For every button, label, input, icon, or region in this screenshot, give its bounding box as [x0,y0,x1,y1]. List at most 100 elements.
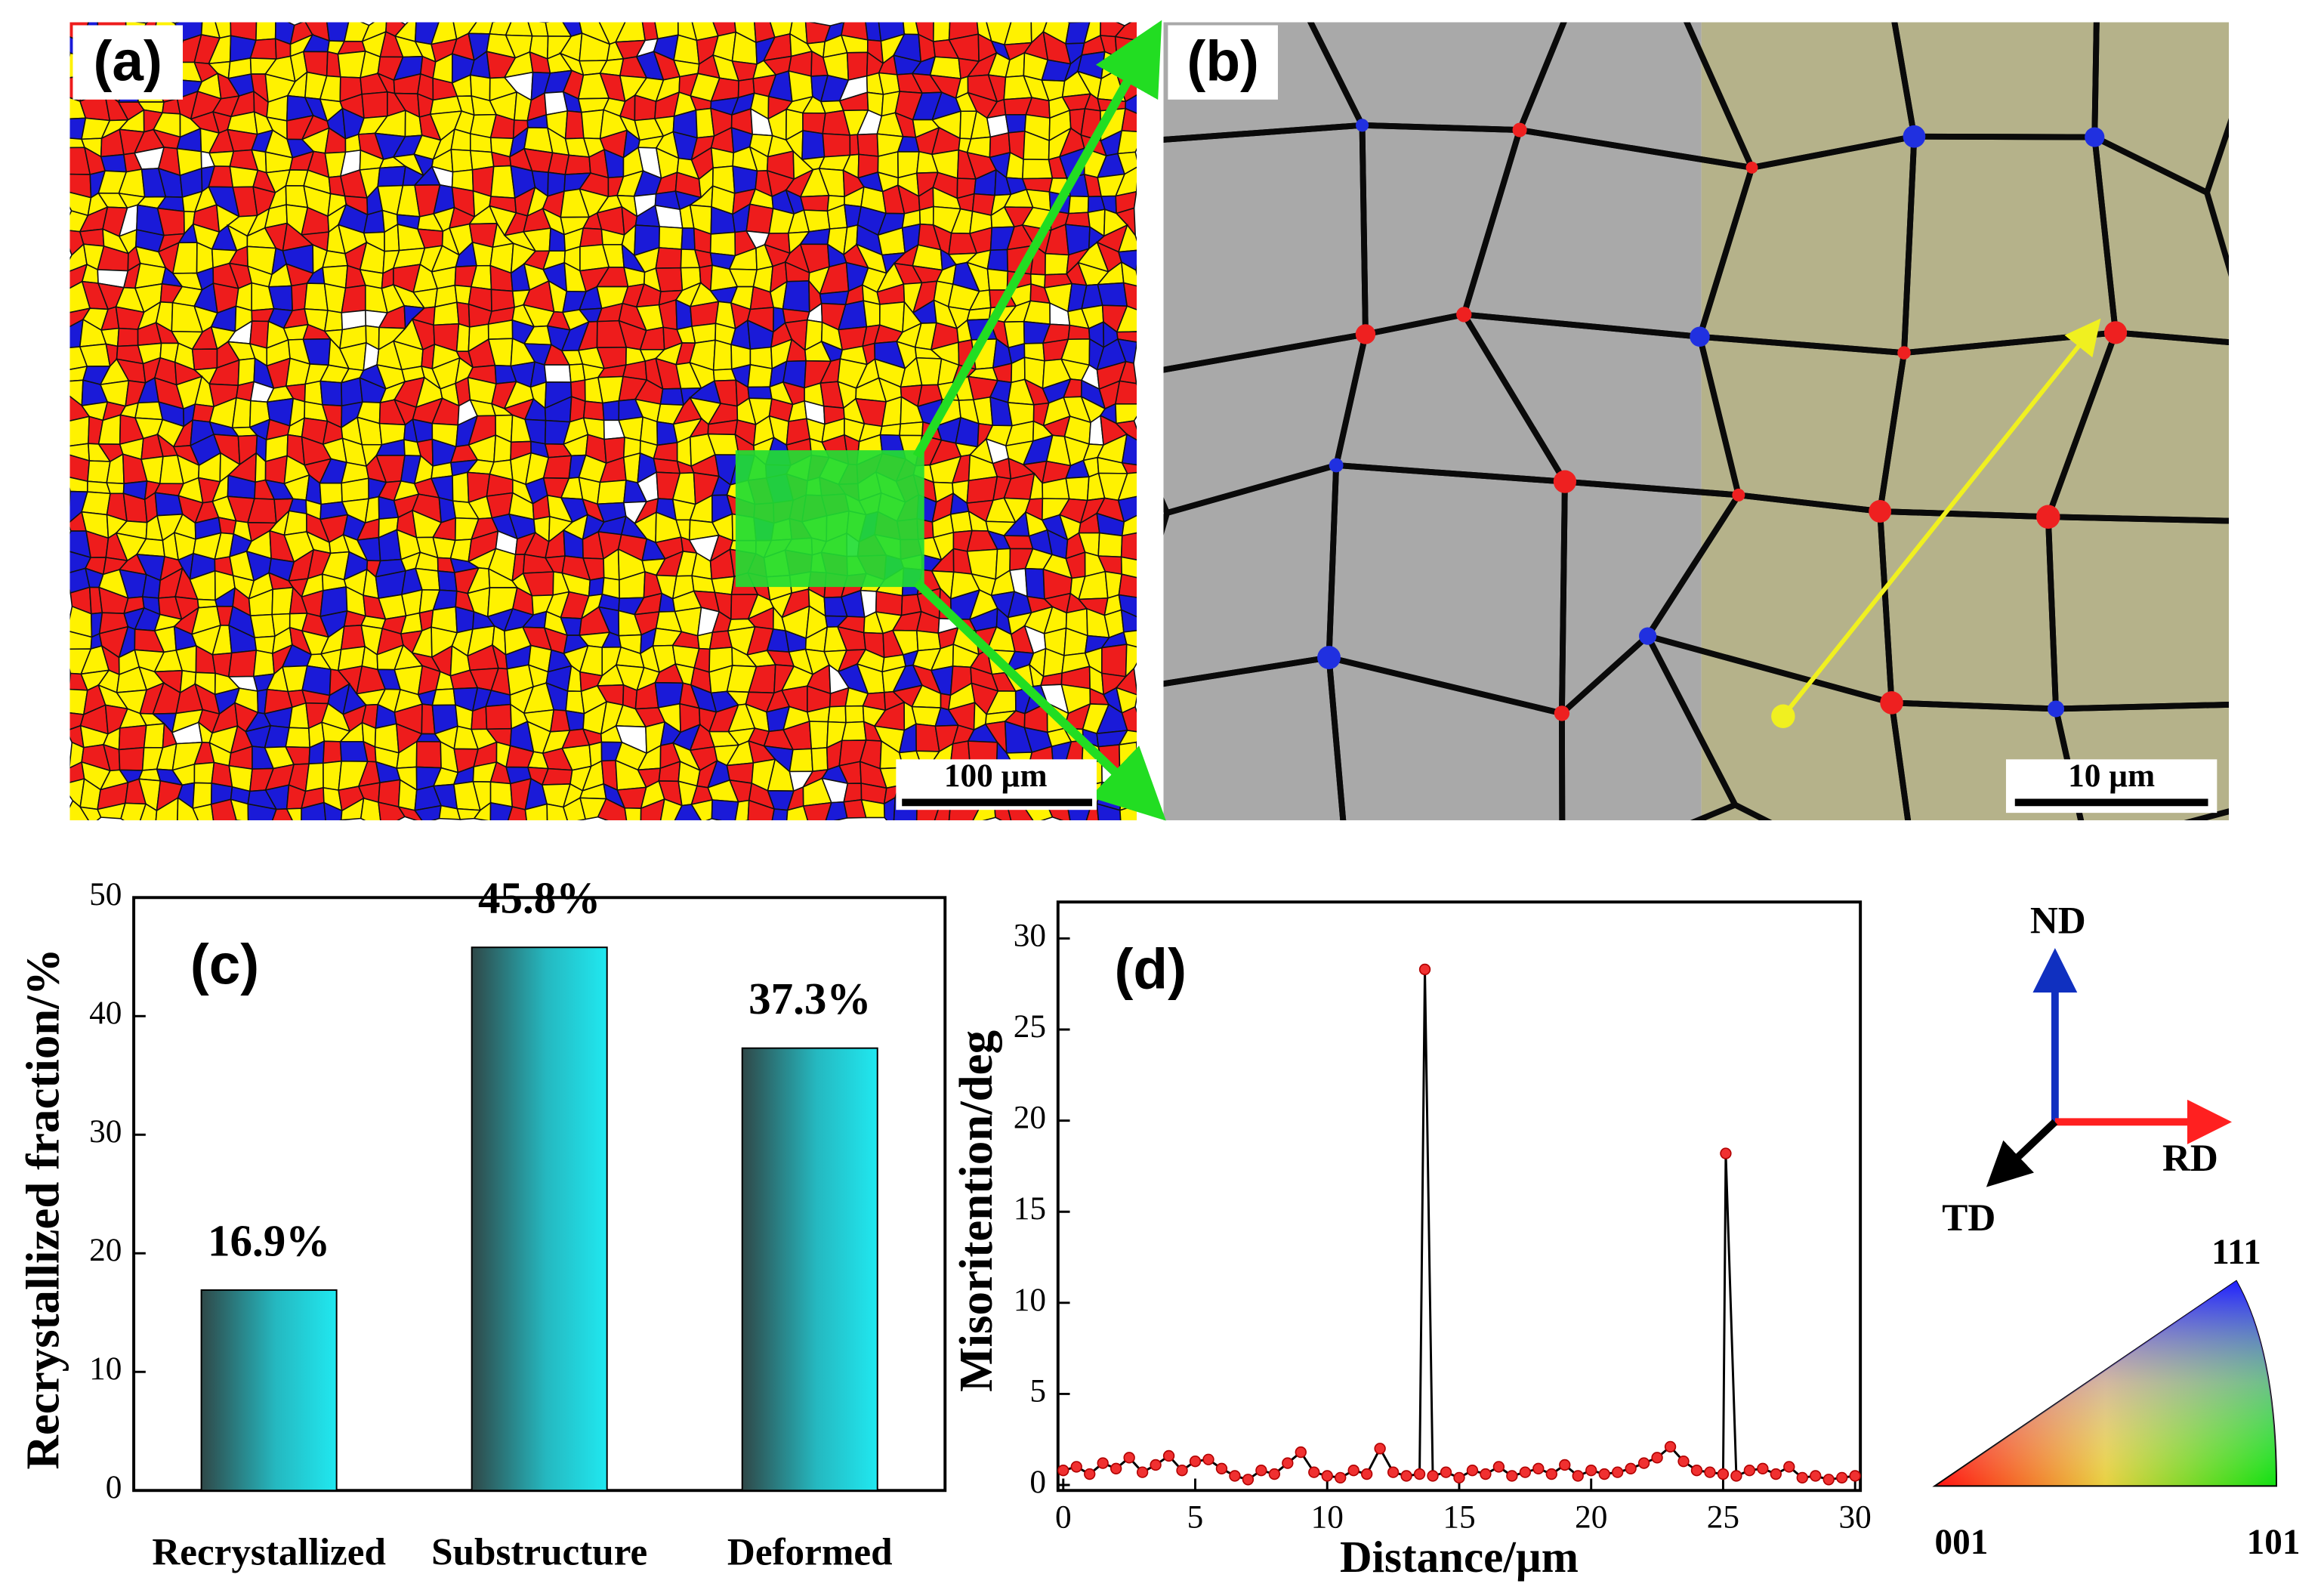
td-arrow [1986,1119,2058,1187]
grain [1101,644,1128,678]
x-axis-label: Distance/µm [1340,1532,1579,1582]
data-point [1743,1465,1756,1477]
x-tick-label: Substructure [431,1531,647,1574]
grain [69,415,90,447]
data-point [1717,1468,1730,1480]
data-point [1360,1468,1373,1480]
grain [899,421,924,437]
grain [747,363,773,388]
grain [341,377,363,407]
data-point [1308,1466,1320,1478]
data-point [1084,1468,1096,1480]
data-point [1427,1470,1439,1482]
grain [489,801,514,820]
olive-region [1701,22,2230,820]
y-tick-label: 10 [1014,1282,1046,1318]
y-tick-label: 20 [89,1232,122,1268]
grain [361,91,388,119]
grain [654,22,679,40]
grain [450,149,474,173]
data-point [1704,1466,1716,1478]
grain [879,423,902,437]
data-point [1347,1465,1360,1477]
grain [673,34,700,65]
grain [455,606,475,634]
grain [1125,644,1137,678]
grain [1122,282,1137,310]
data-point [1202,1453,1214,1465]
data-point [1097,1457,1109,1469]
grain [1117,471,1137,502]
grain [323,310,344,332]
data-point [1492,1461,1505,1473]
value-label: 16.9% [208,1215,330,1265]
grain [602,400,620,421]
grain [452,471,470,503]
grain [304,380,323,406]
grain [810,747,829,773]
grain [865,22,882,42]
boundary-spot [1732,488,1745,502]
grain [118,746,145,771]
boundary-spot [1880,691,1903,715]
data-point [1229,1470,1241,1482]
data-point [1810,1470,1822,1482]
grain [918,205,934,226]
panel-label: (b) [1187,29,1258,92]
panel-label: (a) [94,29,162,92]
grain [1097,532,1123,558]
data-point [1559,1459,1571,1471]
boundary-spot [2085,127,2105,147]
boundary-spot [2103,321,2128,344]
x-tick-label: 30 [1839,1499,1872,1536]
data-point [1150,1459,1162,1471]
grain [819,290,850,306]
data-point [1400,1470,1412,1482]
data-point [1268,1468,1281,1480]
ipf-label: 111 [2211,1233,2261,1272]
ipf-overlay [1934,1280,2277,1486]
grain [745,203,774,234]
grain [1120,261,1137,287]
grain [782,280,810,313]
data-point [1057,1465,1069,1477]
boundary-spot [1317,646,1341,669]
micrograph-a [69,22,1137,820]
grain [712,339,733,371]
scale-label: 10 µm [2068,758,2155,794]
grain [597,479,627,505]
grain [658,226,684,250]
data-point [1466,1465,1479,1477]
grain [341,477,369,503]
bar [200,1289,338,1492]
y-tick-label: 20 [1014,1100,1046,1136]
grain [690,301,720,327]
grain [579,227,603,248]
grain [249,613,276,638]
x-tick-label: Deformed [727,1531,893,1574]
data-point [1757,1462,1769,1474]
boundary-spot [1356,119,1369,132]
data-point [1625,1462,1637,1474]
grain [1068,195,1090,215]
grain [193,761,215,784]
grain [319,380,343,407]
data-line [1063,969,1856,1481]
grain [1117,130,1137,155]
grain [711,799,739,820]
data-point [1677,1455,1690,1468]
data-point [1255,1465,1267,1477]
data-point [1440,1466,1452,1478]
value-label: 37.3% [748,974,871,1023]
data-point [1611,1466,1624,1478]
y-tick-label: 15 [1014,1190,1046,1227]
data-point [1585,1465,1597,1477]
y-tick-label: 50 [89,876,122,912]
ipf-label: 001 [1935,1523,1989,1562]
boundary-spot [2036,505,2060,529]
data-point [1136,1466,1149,1478]
grain [801,129,826,160]
grain [118,724,147,751]
